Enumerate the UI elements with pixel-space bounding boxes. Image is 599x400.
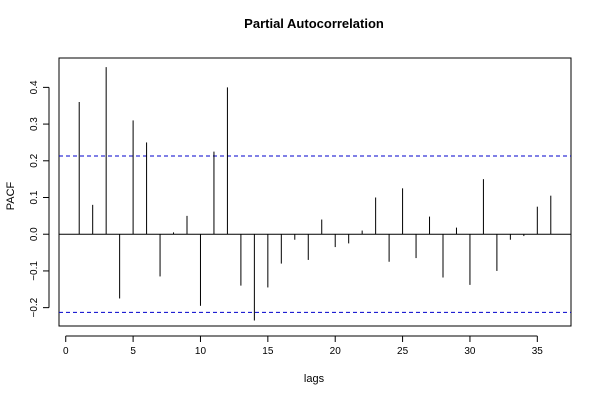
x-tick-label: 35 xyxy=(532,346,544,357)
x-axis: 0 5 10 15 20 25 30 35 xyxy=(63,335,544,357)
y-tick-label: 0.1 xyxy=(29,190,40,204)
y-axis: −0.2 −0.1 0.0 0.1 0.2 0.3 0.4 xyxy=(29,80,50,318)
x-tick-label: 30 xyxy=(464,346,476,357)
confidence-bounds xyxy=(59,155,571,313)
pacf-bars xyxy=(78,67,552,321)
chart-title: Partial Autocorrelation xyxy=(244,16,384,31)
y-tick-label: 0.0 xyxy=(29,227,40,241)
plot-box xyxy=(58,57,572,327)
x-tick-label: 5 xyxy=(130,346,136,357)
x-tick-label: 25 xyxy=(397,346,409,357)
x-tick-label: 20 xyxy=(330,346,342,357)
y-tick-label: 0.2 xyxy=(29,153,40,167)
y-tick-label: 0.3 xyxy=(29,117,40,131)
x-axis-label: lags xyxy=(304,373,325,385)
x-tick-label: 0 xyxy=(63,346,69,357)
y-tick-label: −0.2 xyxy=(29,297,40,317)
x-tick-label: 15 xyxy=(262,346,274,357)
y-tick-label: 0.4 xyxy=(29,80,40,94)
x-tick-label: 10 xyxy=(195,346,207,357)
y-axis-label: PACF xyxy=(5,181,17,210)
y-tick-label: −0.1 xyxy=(29,261,40,281)
